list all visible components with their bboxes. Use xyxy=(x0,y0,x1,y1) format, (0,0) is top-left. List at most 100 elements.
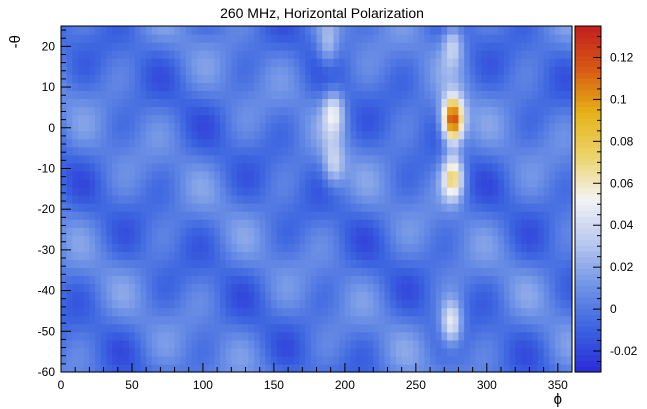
heatmap-cell xyxy=(322,146,329,156)
heatmap-cell xyxy=(237,26,244,35)
heatmap-cell xyxy=(373,162,380,172)
heatmap-cell xyxy=(327,219,335,228)
colorbar-step xyxy=(575,106,601,114)
heatmap-cell xyxy=(112,355,119,365)
heatmap-cell xyxy=(231,355,238,365)
heatmap-cell xyxy=(282,138,289,148)
heatmap-cell xyxy=(435,82,443,91)
heatmap-cell xyxy=(549,339,556,349)
heatmap-cell xyxy=(66,26,73,35)
heatmap-cell xyxy=(520,122,528,132)
heatmap-cell xyxy=(464,82,471,91)
heatmap-cell xyxy=(560,138,567,148)
heatmap-cell xyxy=(95,114,102,124)
heatmap-cell xyxy=(61,178,68,188)
heatmap-cell xyxy=(157,34,164,43)
heatmap-cell xyxy=(447,90,454,100)
heatmap-cell xyxy=(276,42,284,51)
heatmap-cell xyxy=(316,323,323,333)
heatmap-cell xyxy=(327,50,335,59)
heatmap-cell xyxy=(208,42,215,51)
heatmap-cell xyxy=(373,235,380,244)
heatmap-cell xyxy=(129,170,136,180)
heatmap-cell xyxy=(180,114,187,124)
heatmap-cell xyxy=(327,291,335,301)
heatmap-cell xyxy=(413,259,420,268)
heatmap-cell xyxy=(282,259,289,268)
colorbar-step xyxy=(575,141,601,148)
heatmap-cell xyxy=(361,58,369,67)
colorbar-step xyxy=(575,337,601,344)
heatmap-cell xyxy=(219,146,227,156)
heatmap-cell xyxy=(112,170,119,180)
heatmap-cell xyxy=(543,315,550,325)
heatmap-cell xyxy=(95,122,102,132)
heatmap-cell xyxy=(242,114,249,124)
heatmap-cell xyxy=(151,170,159,180)
colorbar-frame xyxy=(574,25,602,373)
heatmap-cell xyxy=(469,235,477,244)
heatmap-cell xyxy=(350,219,357,228)
heatmap-cell xyxy=(492,363,499,373)
heatmap-cell xyxy=(276,90,284,100)
heatmap-cell xyxy=(554,34,562,43)
heatmap-cell xyxy=(219,82,227,91)
heatmap-cell xyxy=(168,331,176,341)
heatmap-cell xyxy=(526,331,533,341)
heatmap-cell xyxy=(475,130,482,140)
heatmap-cell xyxy=(288,331,295,341)
heatmap-cell xyxy=(61,363,68,373)
heatmap-cell xyxy=(123,42,130,51)
heatmap-cell xyxy=(134,58,142,67)
heatmap-cell xyxy=(526,186,533,196)
heatmap-cell xyxy=(509,82,516,91)
heatmap-cell xyxy=(395,347,403,357)
heatmap-cell xyxy=(384,291,391,301)
heatmap-cell xyxy=(191,323,198,333)
heatmap-cell xyxy=(458,275,465,285)
heatmap-cell xyxy=(373,138,380,148)
heatmap-cell xyxy=(407,186,414,196)
heatmap-cell xyxy=(458,154,465,164)
heatmap-cell xyxy=(367,283,374,293)
heatmap-cell xyxy=(123,90,130,100)
heatmap-cell xyxy=(202,259,210,268)
heatmap-cell xyxy=(384,251,391,260)
colorbar-step xyxy=(575,100,601,108)
heatmap-cell xyxy=(469,66,477,75)
heatmap-cell xyxy=(350,98,357,108)
heatmap-cell xyxy=(214,42,221,51)
heatmap-cell xyxy=(441,66,448,75)
heatmap-cell xyxy=(554,90,562,100)
heatmap-cell xyxy=(549,138,556,148)
heatmap-cell xyxy=(492,291,499,301)
heatmap-cell xyxy=(89,34,96,43)
x-tick-label: 350 xyxy=(548,378,568,392)
heatmap-cell xyxy=(299,323,306,333)
heatmap-cell xyxy=(361,219,369,228)
heatmap-cell xyxy=(492,203,499,212)
heatmap-cell xyxy=(566,106,573,116)
heatmap-cell xyxy=(435,146,443,156)
heatmap-cell xyxy=(276,243,284,252)
heatmap-cell xyxy=(248,275,255,285)
heatmap-cell xyxy=(356,291,363,301)
heatmap-cell xyxy=(503,186,511,196)
colorbar-step xyxy=(575,216,601,223)
heatmap-cell xyxy=(492,355,499,365)
heatmap-cell xyxy=(515,82,522,91)
heatmap-cell xyxy=(78,323,85,333)
heatmap-cell xyxy=(106,154,113,164)
heatmap-cell xyxy=(509,331,516,341)
heatmap-cell xyxy=(151,227,159,236)
heatmap-cell xyxy=(95,307,102,317)
heatmap-cell xyxy=(537,283,545,293)
heatmap-cell xyxy=(83,243,90,252)
heatmap-cell xyxy=(333,347,340,357)
heatmap-cell xyxy=(106,203,113,212)
heatmap-cell xyxy=(566,259,573,268)
heatmap-cell xyxy=(475,42,482,51)
heatmap-cell xyxy=(202,98,210,108)
heatmap-cell xyxy=(157,154,164,164)
colorbar-step xyxy=(575,124,601,131)
